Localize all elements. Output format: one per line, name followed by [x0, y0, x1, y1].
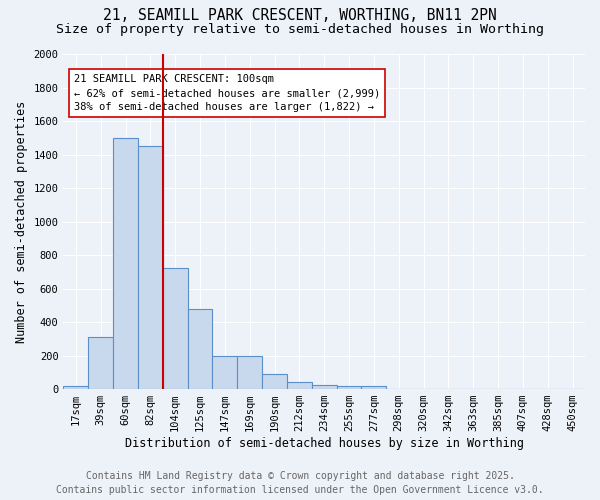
Bar	[361, 386, 386, 389]
Text: 21 SEAMILL PARK CRESCENT: 100sqm
← 62% of semi-detached houses are smaller (2,99: 21 SEAMILL PARK CRESCENT: 100sqm ← 62% o…	[74, 74, 380, 112]
Bar	[212, 356, 237, 389]
Bar	[88, 337, 113, 389]
Bar	[113, 138, 138, 389]
Bar	[337, 386, 361, 389]
Text: Size of property relative to semi-detached houses in Worthing: Size of property relative to semi-detach…	[56, 22, 544, 36]
Bar	[312, 385, 337, 389]
Bar	[287, 382, 312, 389]
Text: Contains HM Land Registry data © Crown copyright and database right 2025.
Contai: Contains HM Land Registry data © Crown c…	[56, 471, 544, 495]
Text: 21, SEAMILL PARK CRESCENT, WORTHING, BN11 2PN: 21, SEAMILL PARK CRESCENT, WORTHING, BN1…	[103, 8, 497, 22]
Bar	[262, 374, 287, 389]
Y-axis label: Number of semi-detached properties: Number of semi-detached properties	[15, 100, 28, 342]
Bar	[138, 146, 163, 389]
Bar	[188, 308, 212, 389]
Bar	[237, 356, 262, 389]
Bar	[64, 386, 88, 389]
X-axis label: Distribution of semi-detached houses by size in Worthing: Distribution of semi-detached houses by …	[125, 437, 524, 450]
Bar	[163, 268, 188, 389]
